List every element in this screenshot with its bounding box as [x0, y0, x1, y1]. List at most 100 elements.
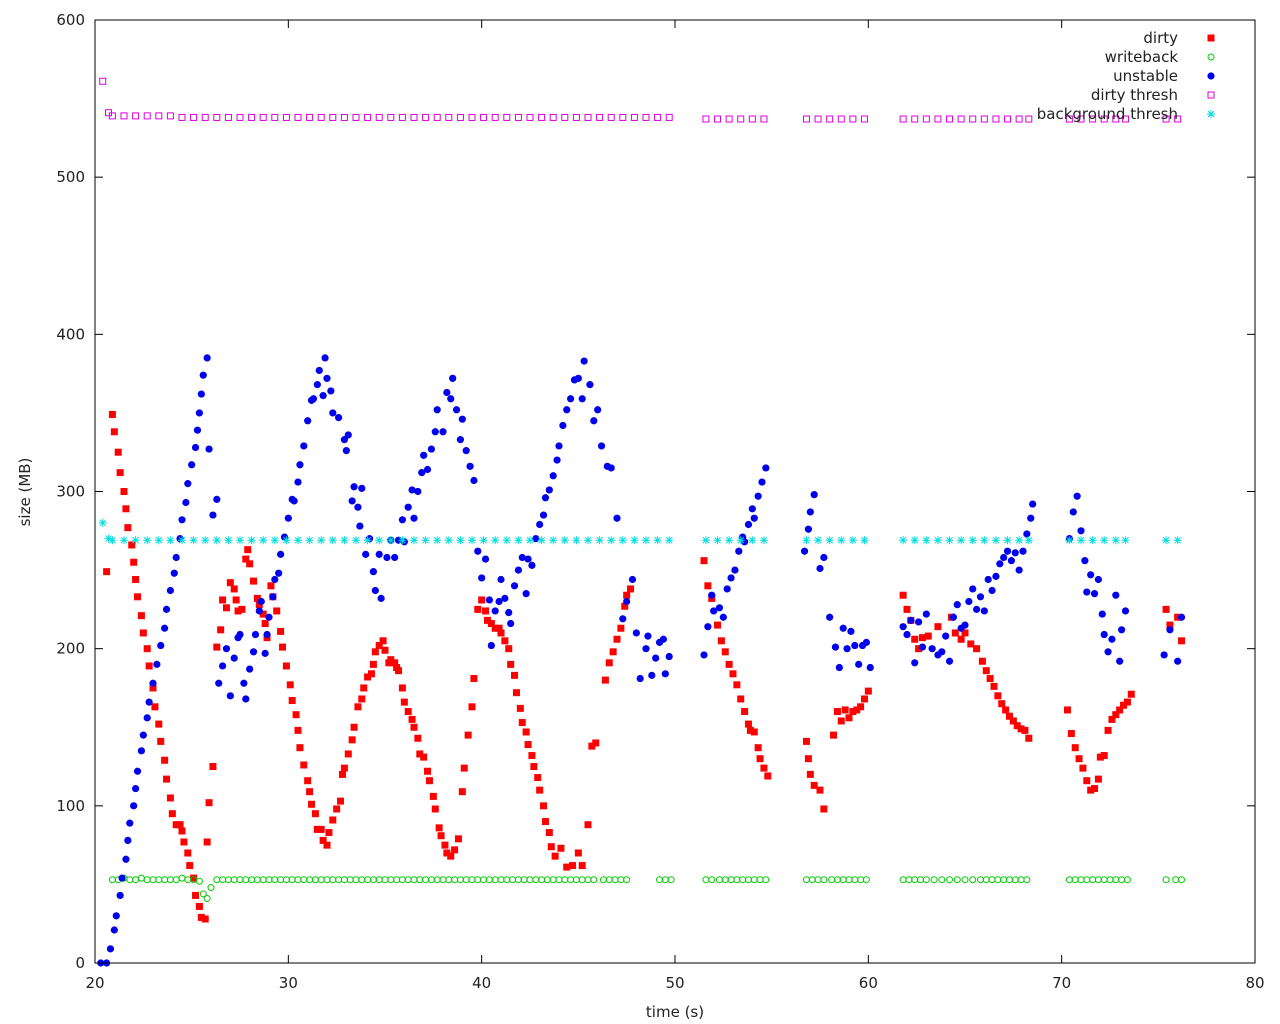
- data-point: [166, 586, 174, 595]
- data-point: [261, 620, 269, 628]
- y-axis-label: size (MB): [16, 458, 34, 527]
- data-point: [191, 443, 200, 452]
- data-point: [342, 447, 350, 455]
- data-point: [491, 113, 499, 121]
- data-point: [1079, 764, 1087, 772]
- data-point: [1100, 630, 1108, 639]
- data-point: [387, 876, 395, 884]
- data-point: [756, 755, 764, 763]
- data-point: [843, 645, 851, 653]
- data-point: [321, 354, 329, 362]
- data-point: [143, 876, 151, 884]
- data-point: [762, 464, 770, 472]
- data-point: [980, 536, 989, 545]
- data-point: [1100, 876, 1108, 884]
- data-point: [825, 536, 834, 545]
- data-point: [708, 876, 716, 884]
- data-point: [1013, 722, 1021, 730]
- data-point: [1015, 536, 1024, 545]
- data-point: [189, 536, 198, 545]
- data-point: [1162, 876, 1170, 884]
- data-point: [327, 387, 335, 395]
- data-point: [282, 113, 290, 121]
- data-point: [294, 478, 302, 486]
- data-point: [219, 876, 227, 884]
- data-point: [203, 895, 211, 903]
- data-point: [991, 536, 1000, 545]
- data-point: [911, 115, 919, 123]
- data-point: [737, 115, 745, 123]
- data-point: [667, 876, 675, 884]
- data-point: [1123, 698, 1131, 706]
- data-point: [532, 535, 540, 543]
- data-point: [511, 671, 519, 679]
- data-point: [398, 516, 406, 524]
- data-point: [845, 714, 853, 722]
- data-point: [1015, 115, 1023, 123]
- data-point: [271, 876, 279, 884]
- data-point: [226, 692, 234, 700]
- data-point: [737, 695, 745, 703]
- data-point: [98, 518, 107, 527]
- data-point: [826, 613, 834, 621]
- data-point: [348, 736, 356, 744]
- data-point: [163, 775, 171, 783]
- data-point: [435, 824, 443, 832]
- data-point: [590, 876, 598, 884]
- data-point: [485, 876, 493, 884]
- data-point: [992, 115, 1000, 123]
- data-point: [1118, 626, 1126, 634]
- data-point: [474, 605, 482, 613]
- data-point: [410, 723, 418, 731]
- data-point: [433, 536, 442, 545]
- data-point: [605, 659, 613, 667]
- data-point: [899, 536, 908, 545]
- data-point: [132, 576, 140, 584]
- data-point: [284, 514, 292, 522]
- data-point: [414, 734, 422, 742]
- data-point: [514, 113, 522, 121]
- data-point: [398, 876, 406, 884]
- data-point: [826, 115, 834, 123]
- data-point: [338, 770, 346, 778]
- data-point: [1000, 876, 1008, 884]
- data-point: [466, 462, 474, 470]
- data-point: [551, 852, 559, 860]
- data-point: [760, 764, 768, 772]
- data-point: [110, 926, 118, 934]
- data-point: [1112, 711, 1120, 719]
- data-point: [224, 536, 233, 545]
- data-point: [137, 874, 145, 882]
- data-point: [207, 884, 215, 892]
- data-point: [549, 876, 557, 884]
- data-point: [166, 112, 174, 120]
- data-point: [398, 113, 406, 121]
- data-point: [980, 607, 988, 615]
- data-point: [586, 381, 594, 389]
- data-point: [1177, 613, 1186, 621]
- data-point: [364, 876, 372, 884]
- data-point: [520, 876, 528, 884]
- data-point: [957, 115, 965, 123]
- data-point: [317, 536, 326, 545]
- data-point: [1174, 613, 1182, 621]
- data-point: [375, 550, 383, 558]
- data-point: [354, 703, 362, 711]
- x-tick-label: 80: [1245, 974, 1264, 992]
- data-point: [594, 406, 602, 414]
- data-point: [317, 876, 325, 884]
- data-point: [445, 876, 453, 884]
- data-point: [814, 536, 823, 545]
- data-point: [541, 818, 549, 826]
- data-point: [1007, 557, 1016, 565]
- data-point: [391, 553, 399, 562]
- data-point: [369, 660, 377, 668]
- data-point: [561, 876, 569, 884]
- y-tick-label: 200: [56, 640, 85, 658]
- data-point: [700, 651, 708, 659]
- data-point: [205, 799, 213, 807]
- legend-marker: [1207, 53, 1215, 61]
- data-point: [1005, 876, 1013, 884]
- data-point: [350, 483, 358, 491]
